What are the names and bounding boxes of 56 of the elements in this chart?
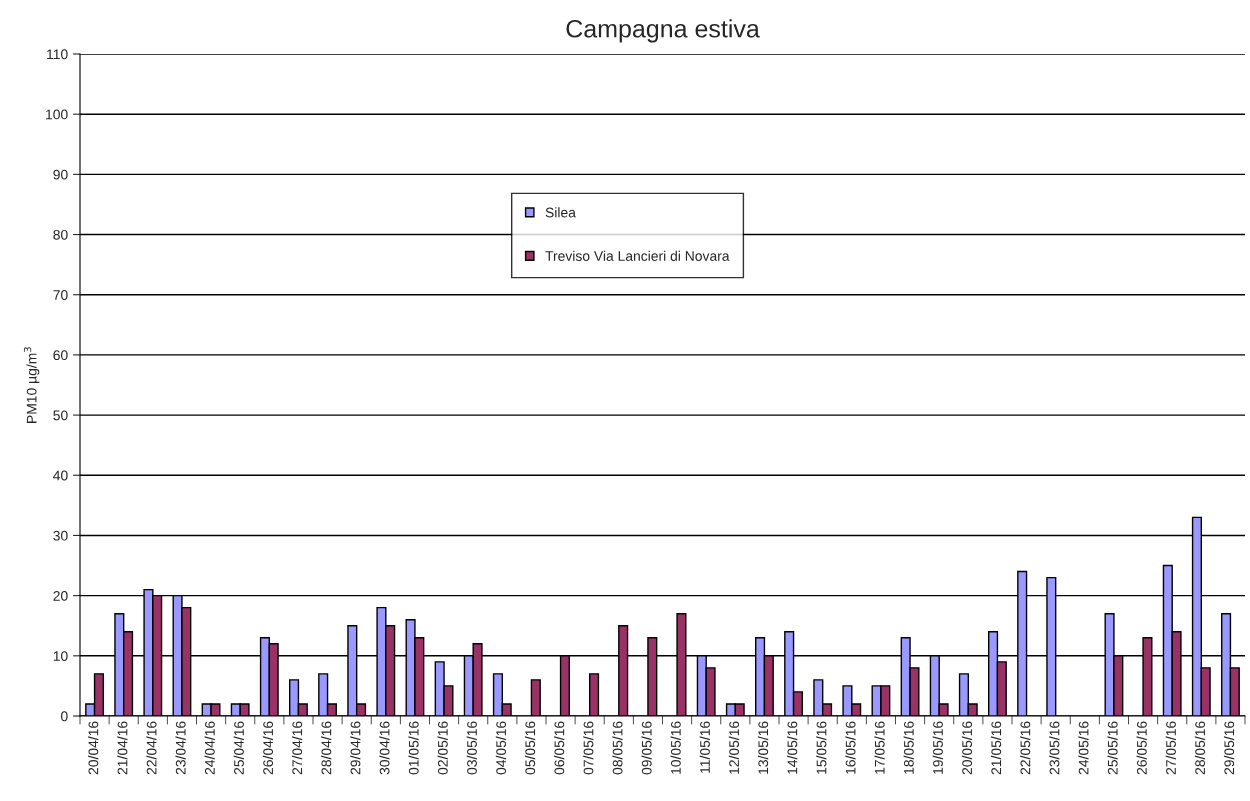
x-tick-label: 03/05/16 (466, 721, 477, 775)
x-tick-label: 19/05/16 (932, 721, 943, 774)
y-tick-label: 90 (53, 169, 68, 180)
x-tick-label: 24/04/16 (204, 721, 215, 775)
x-tick-label: 17/05/16 (874, 721, 885, 774)
x-tick-label: 14/05/16 (787, 721, 798, 774)
x-tick-label: 22/04/16 (146, 721, 157, 775)
x-tick-label: 20/05/16 (961, 721, 973, 775)
chart-title: Campagna estiva (566, 19, 760, 43)
x-tick-label: 22/05/16 (1020, 721, 1031, 775)
x-tick-label: 21/05/16 (990, 721, 1002, 775)
x-tick-label: 15/05/16 (816, 721, 827, 774)
x-tick-label: 05/05/16 (524, 721, 536, 775)
x-tick-label: 07/05/16 (583, 721, 594, 775)
x-tick-label: 29/04/16 (350, 721, 361, 775)
x-tick-label: 23/05/16 (1049, 721, 1060, 775)
x-tick-label: 18/05/16 (903, 721, 914, 774)
y-tick-label: 60 (53, 350, 68, 361)
y-axis-title: PM10 µg/m$^{3}$ (23, 347, 40, 423)
x-tick-label: 02/05/16 (437, 721, 448, 775)
x-tick-label: 24/05/16 (1078, 721, 1089, 775)
x-tick-label: 23/04/16 (175, 721, 186, 775)
x-tick-label: 20/04/16 (88, 721, 99, 775)
x-tick-label: 16/05/16 (845, 721, 856, 774)
y-tick-label: 0 (61, 711, 68, 722)
y-tick-label: 10 (53, 651, 68, 661)
x-tick-label: 12/05/16 (728, 721, 740, 774)
y-tick-label: 40 (53, 470, 68, 481)
legend-label: Silea (545, 207, 576, 218)
y-tick-label: 50 (53, 410, 68, 421)
x-tick-label: 27/04/16 (291, 721, 303, 775)
x-tick-label: 01/05/16 (408, 721, 419, 775)
x-tick-label: 29/05/16 (1223, 721, 1235, 775)
x-tick-label: 25/05/16 (1107, 721, 1118, 775)
y-tick-label: 70 (53, 290, 68, 300)
y-tick-label: 80 (53, 229, 68, 240)
x-tick-label: 09/05/16 (641, 721, 652, 775)
x-tick-label: 08/05/16 (612, 721, 623, 775)
y-tick-label: 110 (47, 49, 68, 60)
x-tick-label: 13/05/16 (757, 721, 769, 774)
x-tick-label: 26/05/16 (1136, 721, 1147, 775)
y-tick-label: 100 (46, 109, 68, 120)
x-tick-label: 25/04/16 (233, 721, 244, 775)
x-tick-label: 11/05/16 (699, 721, 710, 773)
x-tick-label: 26/04/16 (262, 721, 274, 775)
x-tick-label: 27/05/16 (1165, 721, 1176, 775)
x-tick-label: 21/04/16 (117, 721, 128, 775)
legend-label: Treviso Via Lancieri di Novara (545, 250, 730, 261)
y-tick-label: 30 (53, 530, 68, 541)
x-tick-label: 28/05/16 (1194, 721, 1206, 775)
x-tick-label: 28/04/16 (321, 721, 332, 775)
y-tick-label: 20 (53, 590, 68, 601)
x-tick-label: 06/05/16 (554, 721, 565, 775)
x-tick-label: 10/05/16 (670, 721, 681, 774)
x-tick-label: 04/05/16 (495, 721, 507, 775)
x-tick-label: 30/04/16 (379, 721, 390, 775)
